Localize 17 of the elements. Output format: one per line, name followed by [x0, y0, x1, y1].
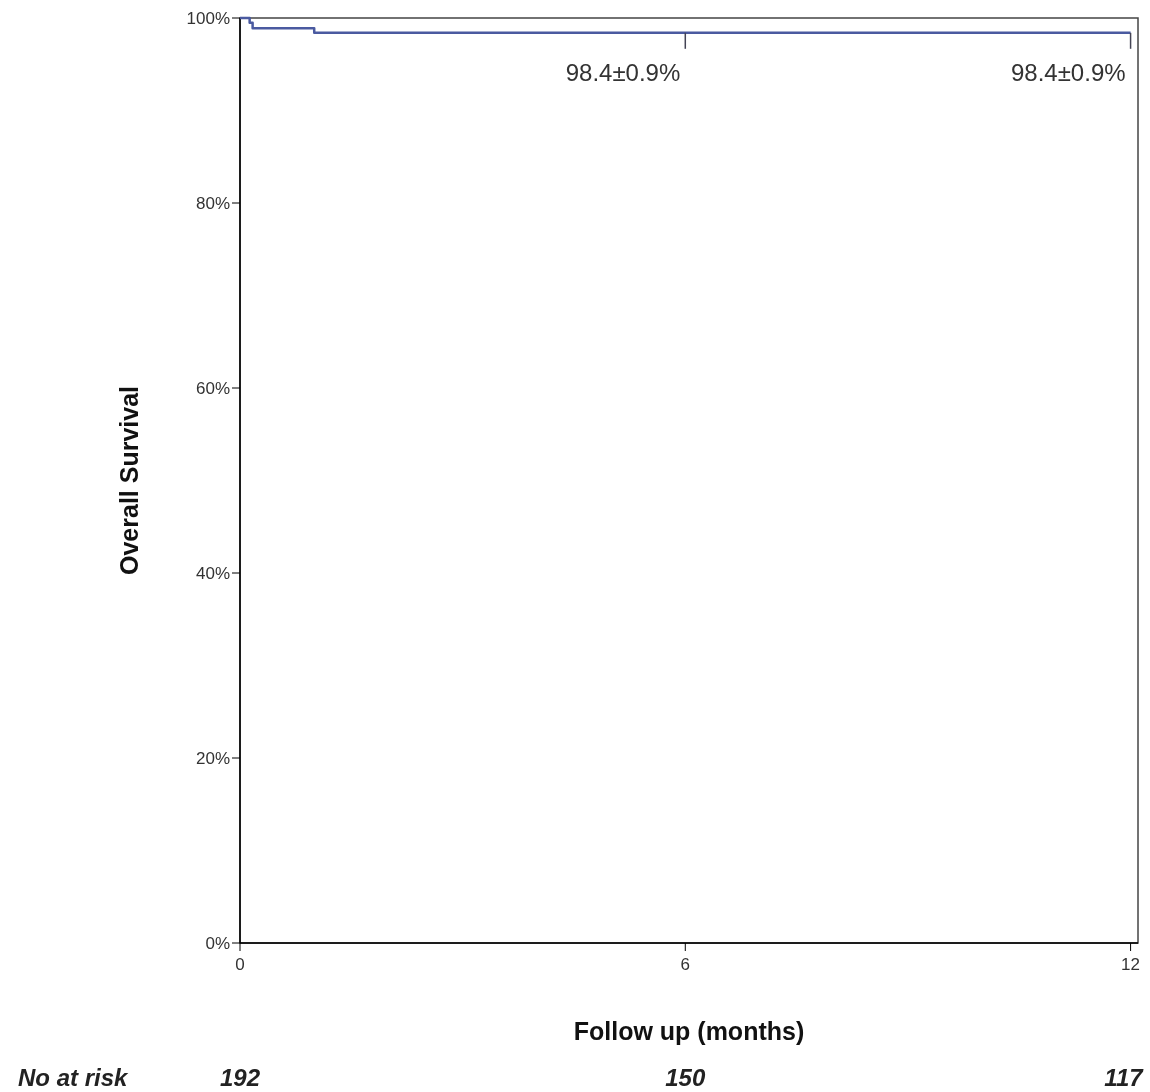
- annotation: 98.4±0.9%: [1010, 58, 1126, 86]
- y-tick-label: 100%: [186, 8, 230, 28]
- y-tick-label: 0%: [205, 933, 230, 953]
- y-tick-label: 60%: [195, 378, 230, 398]
- y-tick-label: 80%: [195, 193, 230, 213]
- x-tick-label: 12: [1121, 955, 1141, 974]
- y-tick-label: 40%: [195, 563, 230, 583]
- y-tick-label: 20%: [195, 748, 230, 768]
- x-tick-label: 6: [680, 955, 691, 974]
- text: 150: [665, 1064, 706, 1091]
- annotation: 98.4±0.9%: [565, 58, 681, 86]
- text: 192: [219, 1064, 261, 1091]
- x-tick-label: 0: [235, 955, 245, 974]
- y-axis-title: Overall Survival: [115, 385, 143, 576]
- text: 117: [1104, 1064, 1145, 1091]
- x-axis-title: Follow up (months): [573, 1017, 805, 1045]
- text: No at risk: [18, 1064, 130, 1091]
